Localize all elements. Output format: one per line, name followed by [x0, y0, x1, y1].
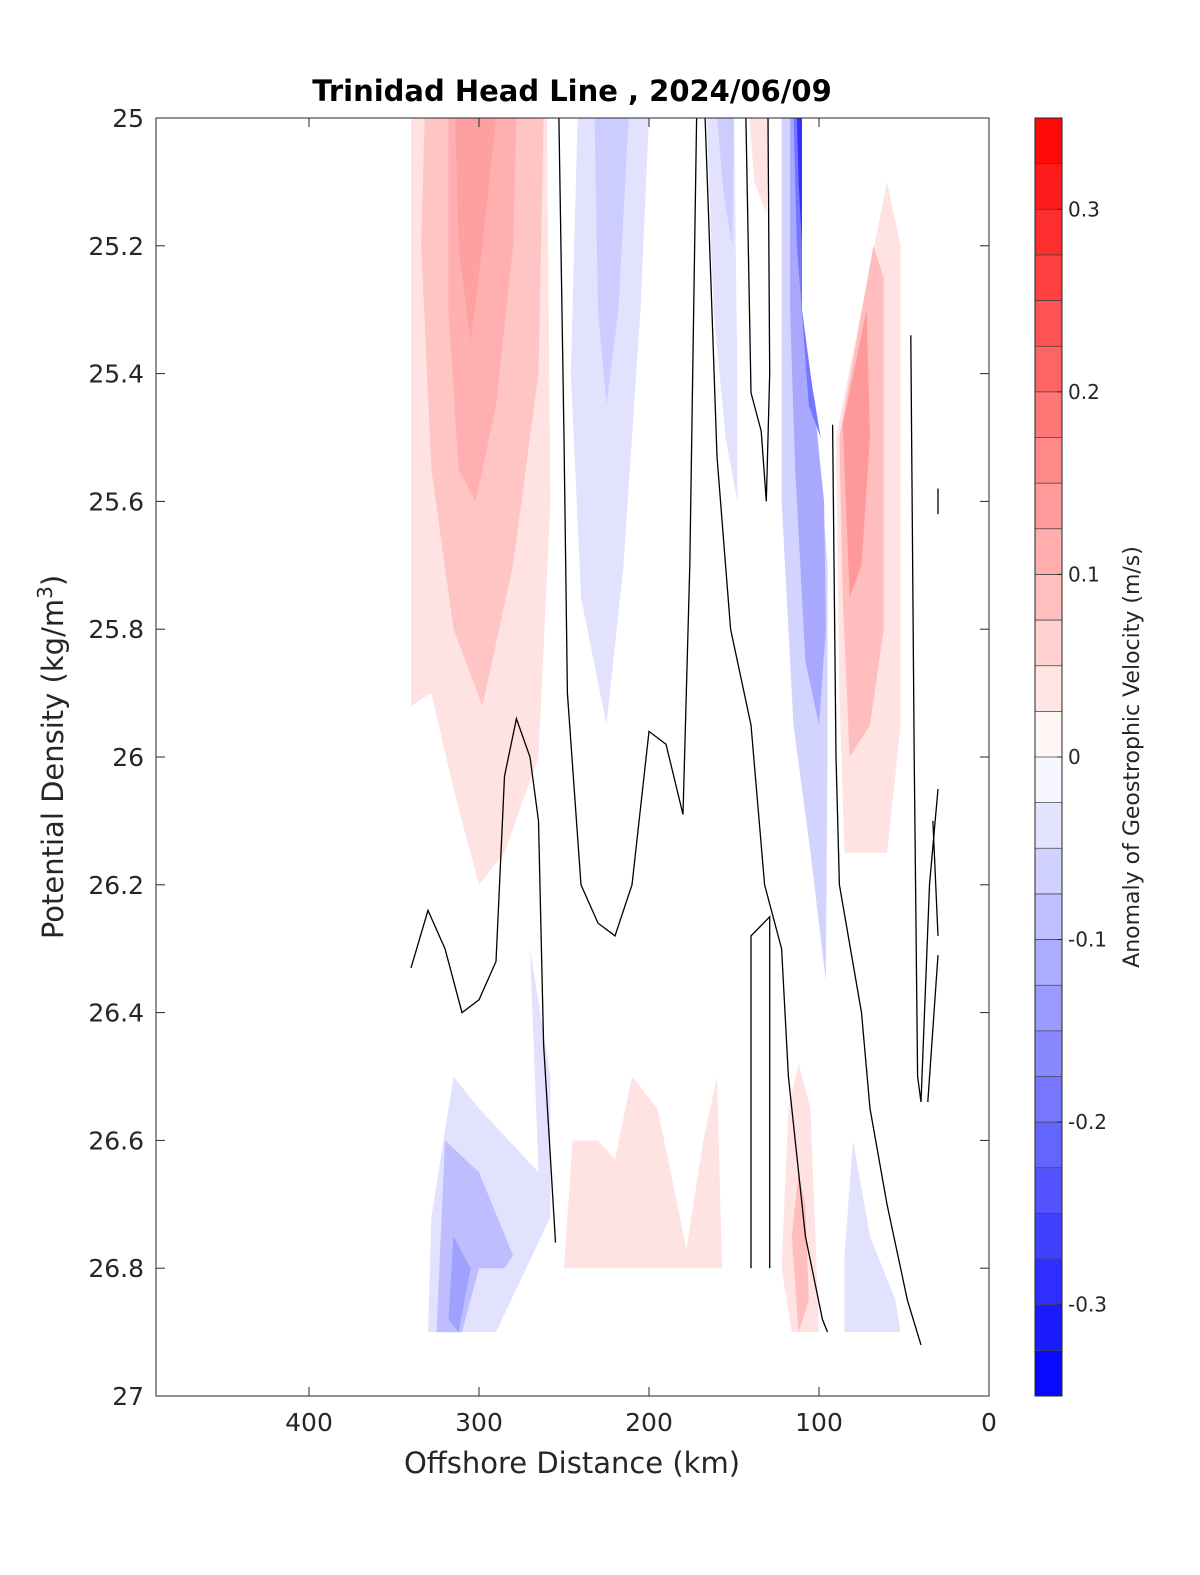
zero-contour-line: [831, 424, 922, 1346]
colorbar-tick-label: -0.1: [1068, 928, 1107, 952]
contour-fill-region: [594, 118, 629, 406]
y-tick-label: 26.8: [88, 1254, 144, 1283]
y-tick-label: 26.6: [88, 1126, 144, 1155]
colorbar-swatch: [1035, 1304, 1062, 1351]
y-tick-label: 26: [112, 743, 144, 772]
colorbar-swatch: [1035, 893, 1062, 941]
colorbar-swatch: [1035, 391, 1062, 438]
colorbar-swatch: [1035, 1122, 1062, 1169]
colorbar-ticks: 0.3 0.2 0.1 0 -0.1 -0.2 -0.3: [1057, 197, 1107, 1317]
zero-contour-line: [750, 915, 771, 1269]
colorbar-swatch: [1035, 437, 1062, 484]
colorbar-swatch: [1035, 1167, 1062, 1214]
colorbar-tick-label: 0.2: [1068, 380, 1100, 404]
contour-fill-region: [570, 118, 649, 725]
contour-fill-region: [796, 118, 802, 246]
contour-fill-region: [842, 309, 870, 598]
colorbar-swatch: [1035, 254, 1062, 302]
colorbar-swatch: [1035, 300, 1062, 347]
y-tick-label: 27: [112, 1382, 144, 1411]
y-tick-label: 25.2: [88, 232, 144, 261]
colorbar-tick-label: -0.3: [1068, 1293, 1107, 1317]
colorbar-swatch: [1035, 209, 1062, 256]
colorbar-swatch: [1035, 1350, 1062, 1397]
colorbar-swatch: [1035, 665, 1062, 712]
contour-fill-region: [717, 118, 734, 246]
plot-area: 400 300 200 100 0 25 25.2 25.4 25.6 25.8 26 26.2 26…: [88, 104, 997, 1437]
y-tick-label: 25.6: [88, 487, 144, 516]
y-axis-label: Potential Density (kg/m3): [33, 575, 70, 939]
colorbar-swatch: [1035, 939, 1062, 986]
y-tick-label: 26.4: [88, 999, 144, 1028]
contour-fill-region: [844, 1140, 901, 1333]
colorbar-swatch: [1035, 118, 1062, 165]
zero-contour-line: [410, 716, 557, 1243]
x-axis: 400 300 200 100 0: [285, 118, 997, 1437]
contour-fill-region: [448, 1236, 471, 1333]
chart-title: Trinidad Head Line , 2024/06/09: [312, 74, 832, 108]
colorbar-swatch: [1035, 528, 1062, 575]
x-tick-label: 400: [285, 1408, 333, 1437]
colorbar-swatch: [1035, 802, 1062, 849]
colorbar-label: Anomaly of Geostrophic Velocity (m/s): [1120, 546, 1145, 968]
colorbar-swatch: [1035, 1259, 1062, 1306]
zero-contour-line: [927, 955, 939, 1103]
colorbar-swatch: [1035, 163, 1062, 210]
colorbar-swatch: [1035, 757, 1062, 804]
zero-contour-line: [932, 820, 939, 936]
y-tick-label: 25.8: [88, 615, 144, 644]
zero-contour-line: [910, 335, 939, 1103]
zero-contour-line: [558, 117, 698, 937]
colorbar-swatch: [1035, 1030, 1062, 1077]
contour-fill-region: [564, 1076, 723, 1269]
y-axis: 25 25.2 25.4 25.6 25.8 26 26.2 26.4 26.6 26.8 27: [88, 104, 989, 1411]
colorbar-tick-label: 0.1: [1068, 562, 1100, 586]
colorbar-swatches: [1035, 118, 1062, 1397]
contour-fills: [411, 118, 901, 1333]
contour-fill-region: [455, 118, 496, 342]
zero-contour-lines: [410, 117, 939, 1346]
x-tick-label: 300: [455, 1408, 503, 1437]
colorbar-swatch: [1035, 574, 1062, 621]
colorbar-swatch: [1035, 620, 1062, 667]
colorbar-swatch: [1035, 848, 1062, 895]
contour-fill-region: [749, 118, 770, 214]
colorbar-swatch: [1035, 711, 1062, 758]
y-tick-label: 25.4: [88, 360, 144, 389]
y-axis-label-base: Potential Density (kg/m: [36, 599, 70, 939]
colorbar-swatch: [1035, 1213, 1062, 1260]
y-axis-label-end: ): [36, 575, 70, 586]
colorbar-swatch: [1035, 985, 1062, 1032]
x-tick-label: 0: [981, 1408, 997, 1437]
colorbar-tick-label: 0.3: [1068, 197, 1100, 221]
y-tick-label: 26.2: [88, 871, 144, 900]
colorbar-tick-label: 0: [1068, 745, 1081, 769]
zero-contour-line: [745, 117, 771, 502]
y-axis-label-superscript: 3: [33, 586, 57, 599]
colorbar-tick-label: -0.2: [1068, 1110, 1107, 1134]
colorbar-swatch: [1035, 346, 1062, 393]
colorbar-swatch: [1035, 483, 1062, 530]
y-tick-label: 25: [112, 104, 144, 133]
x-axis-label: Offshore Distance (km): [404, 1446, 740, 1480]
x-tick-label: 100: [795, 1408, 843, 1437]
colorbar-swatch: [1035, 1076, 1062, 1123]
x-tick-label: 200: [625, 1408, 673, 1437]
contour-fill-region: [791, 1172, 809, 1333]
colorbar: 0.3 0.2 0.1 0 -0.1 -0.2 -0.3: [1034, 117, 1107, 1397]
zero-contour-line: [704, 117, 829, 1333]
